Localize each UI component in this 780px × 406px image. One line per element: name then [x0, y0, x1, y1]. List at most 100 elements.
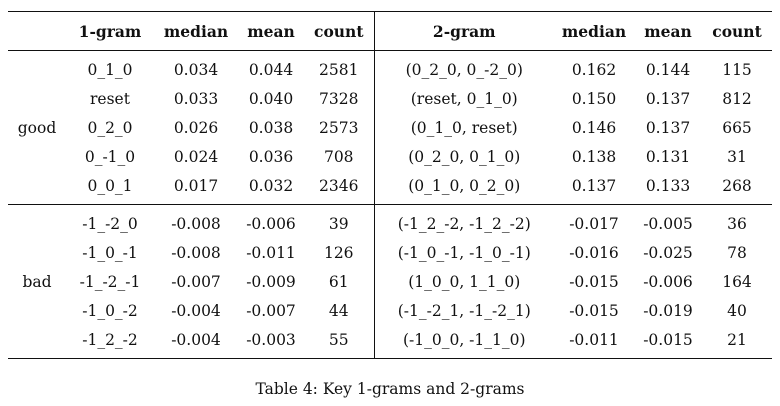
cell-1gram: 0_-1_0: [84, 147, 136, 166]
cell-median-1gram: -0.007: [171, 272, 221, 291]
header-2gram: 2-gram: [374, 11, 554, 51]
cell-count-1gram: 708: [304, 142, 375, 171]
group-label-bad: bad: [8, 204, 66, 359]
cell-count-2gram: 665: [722, 118, 752, 137]
cell-2gram: (0_1_0, reset): [410, 118, 518, 137]
cell-count-1gram: 39: [304, 204, 375, 238]
cell-1gram: reset: [90, 89, 130, 108]
key-ngrams-table: 1-gram median mean count 2-gram median m…: [8, 11, 772, 359]
header-count-1gram: count: [304, 11, 375, 51]
cell-mean-1gram: 0.038: [248, 118, 294, 137]
cell-count-1gram: 7328: [304, 84, 375, 113]
cell-count-2gram: 36: [727, 214, 747, 233]
cell-median-1gram: -0.008: [171, 214, 221, 233]
good-group: good 0_1_0 0.034 0.044 2581 (0_2_0, 0_-2…: [8, 50, 772, 205]
header-group: [8, 11, 66, 51]
cell-mean-2gram: -0.025: [643, 243, 693, 262]
cell-median-2gram: -0.016: [569, 243, 619, 262]
cell-mean-2gram: 0.131: [645, 147, 691, 166]
cell-mean-2gram: -0.015: [634, 325, 702, 359]
cell-median-2gram: -0.015: [569, 272, 619, 291]
cell-median-1gram: -0.004: [154, 325, 238, 359]
bad-group: bad -1_-2_0 -0.008 -0.006 39 (-1_2_-2, -…: [8, 204, 772, 359]
cell-count-2gram: 31: [727, 147, 747, 166]
header-median-1gram: median: [154, 11, 238, 51]
cell-1gram: -1_-2_0: [82, 214, 138, 233]
table-row: -1_2_-2 -0.004 -0.003 55 (-1_0_0, -1_1_0…: [8, 325, 772, 359]
cell-median-2gram: 0.137: [554, 171, 634, 205]
cell-count-1gram: 2346: [304, 171, 375, 205]
cell-count-1gram: 55: [304, 325, 375, 359]
header-row: 1-gram median mean count 2-gram median m…: [8, 11, 772, 51]
cell-median-2gram: -0.015: [569, 301, 619, 320]
cell-2gram: (-1_0_0, -1_1_0): [374, 325, 554, 359]
cell-median-2gram: 0.150: [571, 89, 617, 108]
cell-median-2gram: 0.162: [571, 60, 617, 79]
header-1gram: 1-gram: [66, 11, 154, 51]
ngram-table-container: 1-gram median mean count 2-gram median m…: [8, 11, 772, 359]
cell-mean-2gram: 0.137: [645, 89, 691, 108]
cell-median-2gram: 0.146: [571, 118, 617, 137]
cell-mean-2gram: 0.133: [634, 171, 702, 205]
cell-median-2gram: -0.017: [569, 214, 619, 233]
table-row: -1_-2_-1 -0.007 -0.009 61 (1_0_0, 1_1_0)…: [8, 267, 772, 296]
cell-median-1gram: 0.017: [154, 171, 238, 205]
cell-count-2gram: 115: [722, 60, 752, 79]
cell-mean-1gram: -0.006: [246, 214, 296, 233]
cell-1gram: -1_0_-1: [82, 243, 138, 262]
cell-2gram: (0_2_0, 0_1_0): [408, 147, 521, 166]
cell-1gram: -1_2_-2: [66, 325, 154, 359]
cell-2gram: (-1_-2_1, -1_-2_1): [397, 301, 531, 320]
cell-2gram: (reset, 0_1_0): [410, 89, 518, 108]
cell-count-1gram: 44: [304, 296, 375, 325]
table-row: 0_-1_0 0.024 0.036 708 (0_2_0, 0_1_0) 0.…: [8, 142, 772, 171]
table-row: bad -1_-2_0 -0.008 -0.006 39 (-1_2_-2, -…: [8, 204, 772, 359]
cell-median-1gram: 0.034: [173, 60, 219, 79]
cell-2gram: (1_0_0, 1_1_0): [408, 272, 521, 291]
cell-median-1gram: -0.004: [171, 301, 221, 320]
cell-2gram: (0_1_0, 0_2_0): [374, 171, 554, 205]
cell-mean-2gram: 0.144: [645, 60, 691, 79]
cell-median-2gram: -0.011: [554, 325, 634, 359]
cell-mean-1gram: -0.003: [238, 325, 304, 359]
cell-count-1gram: 61: [304, 267, 375, 296]
cell-count-2gram: 40: [727, 301, 747, 320]
cell-mean-1gram: 0.044: [248, 60, 294, 79]
header-mean-1gram: mean: [238, 11, 304, 51]
cell-mean-2gram: -0.006: [643, 272, 693, 291]
table-caption: Table 4: Key 1-grams and 2-grams: [255, 380, 525, 398]
cell-1gram: 0_0_1: [66, 171, 154, 205]
cell-median-1gram: 0.024: [173, 147, 219, 166]
cell-count-1gram: 126: [304, 238, 375, 267]
cell-count-2gram: 812: [722, 89, 752, 108]
cell-mean-1gram: 0.032: [238, 171, 304, 205]
cell-count-2gram: 268: [702, 171, 772, 205]
table-row: 0_0_1 0.017 0.032 2346 (0_1_0, 0_2_0) 0.…: [8, 171, 772, 205]
cell-mean-1gram: -0.009: [246, 272, 296, 291]
cell-1gram: -1_-2_-1: [79, 272, 141, 291]
cell-median-1gram: 0.033: [173, 89, 219, 108]
cell-median-2gram: 0.138: [571, 147, 617, 166]
cell-median-1gram: 0.026: [173, 118, 219, 137]
cell-mean-2gram: -0.019: [643, 301, 693, 320]
cell-count-2gram: 78: [727, 243, 747, 262]
table-row: reset 0.033 0.040 7328 (reset, 0_1_0) 0.…: [8, 84, 772, 113]
table-row: 0_2_0 0.026 0.038 2573 (0_1_0, reset) 0.…: [8, 113, 772, 142]
cell-1gram: -1_0_-2: [82, 301, 138, 320]
cell-count-1gram: 2573: [304, 113, 375, 142]
cell-1gram: 0_2_0: [87, 118, 133, 137]
table-row: -1_0_-2 -0.004 -0.007 44 (-1_-2_1, -1_-2…: [8, 296, 772, 325]
cell-1gram: 0_1_0: [87, 60, 133, 79]
cell-mean-1gram: 0.036: [248, 147, 294, 166]
cell-mean-2gram: 0.137: [645, 118, 691, 137]
cell-count-2gram: 21: [702, 325, 772, 359]
cell-2gram: (0_2_0, 0_-2_0): [405, 60, 523, 79]
cell-mean-1gram: -0.007: [246, 301, 296, 320]
cell-mean-1gram: -0.011: [246, 243, 296, 262]
cell-2gram: (-1_0_-1, -1_0_-1): [397, 243, 531, 262]
group-label-good: good: [8, 50, 66, 205]
cell-mean-1gram: 0.040: [248, 89, 294, 108]
header-median-2gram: median: [554, 11, 634, 51]
cell-median-1gram: -0.008: [171, 243, 221, 262]
cell-2gram: (-1_2_-2, -1_2_-2): [397, 214, 531, 233]
